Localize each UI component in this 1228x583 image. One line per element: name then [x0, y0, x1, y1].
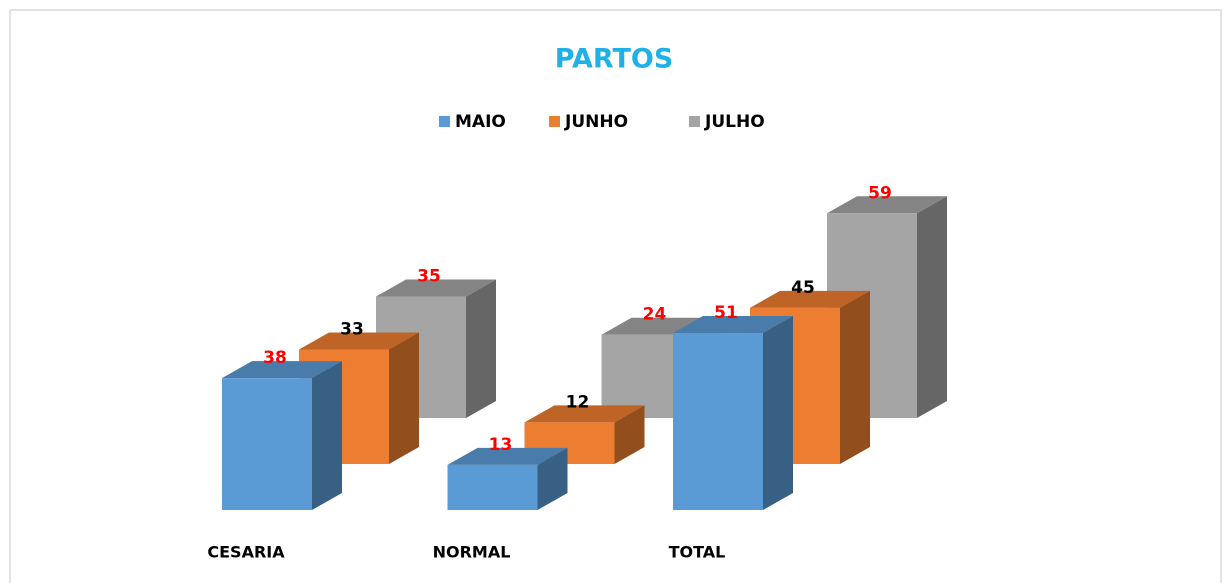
bar-top: [376, 279, 496, 297]
data-label: 24: [643, 305, 667, 325]
bar: [222, 361, 342, 510]
bar-front: [673, 333, 763, 510]
bar-side: [389, 332, 419, 464]
data-label: 13: [489, 435, 513, 455]
bar-top: [447, 447, 568, 465]
bar-side: [312, 361, 342, 510]
bar-top: [673, 316, 793, 334]
legend-swatch: [689, 116, 700, 127]
legend-swatch: [439, 116, 450, 127]
bar: [673, 316, 793, 510]
bar: [447, 447, 568, 510]
data-label: 38: [263, 348, 287, 368]
bar-top: [299, 332, 419, 350]
legend-label: MAIO: [455, 112, 506, 132]
legend-label: JUNHO: [564, 112, 628, 132]
bar-top: [222, 361, 342, 379]
bar: [750, 290, 870, 464]
data-label: 51: [714, 303, 738, 323]
bar-side: [763, 316, 793, 510]
bar-top: [524, 405, 645, 423]
data-label: 35: [417, 267, 441, 287]
x-tick-label: TOTAL: [669, 543, 726, 562]
legend-swatch: [549, 116, 560, 127]
x-tick-label: NORMAL: [433, 543, 511, 562]
bar-side: [917, 196, 947, 418]
bar-side: [537, 447, 568, 510]
data-label: 59: [868, 183, 892, 203]
data-label: 12: [566, 392, 590, 412]
x-tick-label: CESARIA: [207, 543, 285, 562]
bar-side: [614, 405, 645, 464]
bar-side: [466, 279, 496, 418]
bar-top: [750, 290, 870, 308]
data-label: 33: [340, 319, 364, 339]
bar-top: [827, 196, 947, 214]
legend-label: JULHO: [704, 112, 765, 132]
data-label: 45: [791, 278, 815, 298]
chart-frame: [9, 9, 1222, 583]
bar-front: [447, 464, 538, 510]
bar-front: [222, 378, 312, 510]
bar-side: [840, 290, 870, 464]
chart-title: PARTOS: [555, 44, 674, 75]
